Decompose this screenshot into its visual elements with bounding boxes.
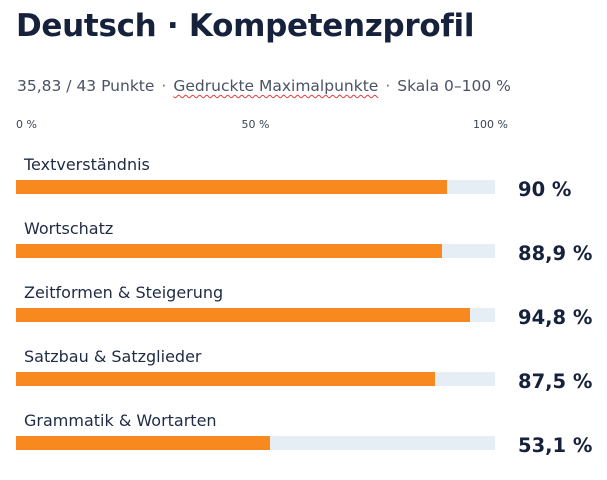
separator: · bbox=[161, 77, 167, 95]
category-label: Satzbau & Satzglieder bbox=[24, 347, 202, 366]
data-label: 94,8 % bbox=[518, 306, 593, 329]
data-label: 88,9 % bbox=[518, 242, 593, 265]
bar-track bbox=[16, 244, 495, 258]
data-label: 53,1 % bbox=[518, 434, 593, 457]
category-label: Wortschatz bbox=[24, 219, 114, 238]
chart-title: Deutsch · Kompetenzprofil bbox=[16, 8, 475, 44]
chart-subtitle: 35,83 / 43 Punkte · Gedruckte Maximalpunkt… bbox=[17, 77, 511, 95]
category-label: Zeitformen & Steigerung bbox=[24, 283, 224, 302]
bar bbox=[16, 372, 436, 386]
points-text: 35,83 / 43 Punkte bbox=[17, 77, 155, 95]
scale-text: Skala 0–100 % bbox=[397, 77, 511, 95]
bar bbox=[16, 308, 471, 322]
bar bbox=[16, 436, 271, 450]
data-label: 87,5 % bbox=[518, 370, 593, 393]
basis-text: Gedruckte Maximalpunkte bbox=[173, 77, 379, 95]
axis-tick-label: 50 % bbox=[241, 118, 270, 131]
bar-track bbox=[16, 308, 495, 322]
bar-track bbox=[16, 180, 495, 194]
category-label: Textverständnis bbox=[24, 155, 150, 174]
bar bbox=[16, 244, 442, 258]
bar bbox=[16, 180, 448, 194]
data-label: 90 % bbox=[518, 178, 572, 201]
category-label: Grammatik & Wortarten bbox=[24, 411, 217, 430]
axis-tick-label: 0 % bbox=[16, 118, 37, 131]
bar-track bbox=[16, 372, 495, 386]
axis-tick-label: 100 % bbox=[473, 118, 508, 131]
bar-track bbox=[16, 436, 495, 450]
separator: · bbox=[385, 77, 391, 95]
